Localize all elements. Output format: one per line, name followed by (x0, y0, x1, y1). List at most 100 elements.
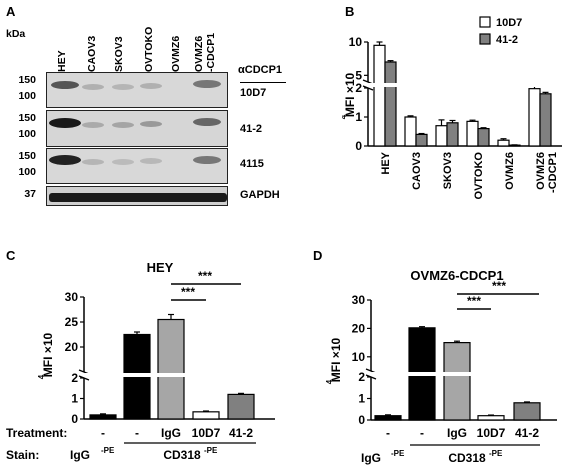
panel-d-letter: D (313, 248, 323, 263)
chart-c-y-axis-label-exponent: 4 (37, 374, 46, 379)
chart-d-tick-2: 2 (358, 370, 365, 384)
chart-b-bar (373, 44, 386, 147)
chart-c-stain-igg: IgG (70, 448, 90, 462)
panel-b-letter: B (345, 4, 355, 19)
chart-b-legend-swatch (479, 16, 491, 28)
header-underline (240, 82, 286, 83)
chart-d-treatment-label: - (386, 426, 390, 440)
chart-b-bar (477, 128, 490, 147)
chart-d-bar (374, 415, 402, 421)
blot-10d7 (46, 72, 228, 108)
blot-41-2 (46, 110, 228, 147)
chart-b-bar (466, 120, 479, 147)
blot-gapdh (46, 186, 228, 206)
lane-label-ovtoko: OVTOKO (143, 26, 155, 72)
lane-label-caov3: CAOV3 (86, 35, 98, 72)
chart-c-treatment-label: 41-2 (229, 426, 253, 440)
blot-label-41-2: 41-2 (240, 123, 263, 135)
chart-d-treatment-label: 41-2 (515, 426, 539, 440)
chart-c-treatment-label: - (101, 426, 105, 440)
chart-d-tick-10: 10 (352, 350, 366, 364)
chart-d-break-band (372, 372, 547, 376)
chart-b-bar (528, 88, 541, 147)
lane-label-ovmz6-cdcp1: OVMZ6 -CDCP1 (193, 32, 217, 72)
chart-d-significance-stars: *** (467, 294, 481, 308)
blot-4115 (46, 148, 228, 184)
chart-d-treatment-label: IgG (447, 426, 467, 440)
chart-d-treatment-label: 10D7 (477, 426, 506, 440)
mw-150: 150 (18, 150, 36, 162)
chart-b-tick-2: 2 (355, 81, 362, 95)
mw-100: 100 (18, 90, 36, 102)
chart-c-bar (192, 411, 220, 420)
chart-b-legend-label: 41-2 (496, 34, 518, 46)
chart-d-title: OVMZ6-CDCP1 (410, 268, 503, 283)
blot-41-2-bands (49, 118, 221, 128)
chart-b-y-axis-label: MFI ×10 (343, 73, 357, 118)
chart-d-significance-stars: *** (492, 279, 506, 293)
chart-b-tick-10: 10 (349, 35, 363, 49)
chart-d-bar (477, 415, 505, 421)
chart-c-tick-2: 2 (71, 371, 78, 385)
chart-d-y-axis-label: MFI ×10 (329, 338, 343, 383)
blot-10d7-bands (51, 80, 221, 90)
chart-b-x-tick-label: OVTOKO (473, 152, 485, 200)
chart-d-tick-30: 30 (352, 293, 366, 307)
chart-b-y-axis-label-exponent: 4 (342, 114, 348, 119)
chart-d-tick-0: 0 (358, 413, 365, 427)
chart-d-y-axis-label-exponent: 4 (325, 379, 334, 384)
mw-150: 150 (18, 112, 36, 124)
chart-c-tick-20: 20 (65, 340, 79, 354)
blot-4115-bands (49, 155, 221, 165)
blot-label-gapdh: GAPDH (240, 189, 280, 201)
chart-c-tick-25: 25 (65, 315, 79, 329)
chart-d-tick-20: 20 (352, 321, 366, 335)
blot-label-4115: 4115 (240, 158, 264, 170)
mw-100: 100 (18, 128, 36, 140)
chart-c-title: HEY (147, 260, 174, 275)
chart-b: 0 1 25 10 MFI ×104 HEY CAOV3 SKOV3 OVTOKO OVMZ6 OV… (342, 16, 564, 200)
chart-c-stain-heading: Stain: (6, 448, 39, 462)
chart-c-bar (227, 393, 255, 420)
chart-c-break-band (85, 373, 275, 377)
panel-c-letter: C (6, 248, 16, 263)
mw-37: 37 (24, 188, 36, 200)
lane-label-hey: HEY (56, 50, 68, 72)
chart-b-tick-5: 5 (355, 68, 362, 82)
chart-c-significance-stars: *** (181, 285, 195, 299)
chart-b-bar (446, 122, 459, 147)
chart-b-legend-swatch (479, 33, 491, 45)
chart-c-treatment-label: 10D7 (192, 426, 221, 440)
chart-c-treatment-label: IgG (161, 426, 181, 440)
chart-b-x-tick-label: CAOV3 (411, 152, 423, 190)
chart-c-tick-0: 0 (71, 412, 78, 426)
chart-b-x-tick-label: OVMZ6 (504, 152, 516, 190)
lane-label-skov3: SKOV3 (113, 36, 125, 72)
lane-label-ovmz6: OVMZ6 (170, 35, 182, 72)
chart-b-bar (415, 133, 428, 147)
chart-b-legend-label: 10D7 (496, 17, 522, 29)
chart-b-bar (497, 139, 510, 147)
chart-b-x-tick-label: -CDCP1 (547, 152, 559, 193)
chart-c-y-axis-label: MFI ×10 (41, 333, 55, 378)
chart-d-treatment-label: - (420, 426, 424, 440)
chart-b-break-band (369, 83, 564, 87)
chart-b-tick-0: 0 (355, 139, 362, 153)
chart-c-stain-cd318: CD318 (163, 448, 201, 462)
chart-c-stain-igg-sup: -PE (101, 446, 115, 455)
chart-b-x-tick-label: SKOV3 (442, 152, 454, 189)
chart-c-tick-1: 1 (71, 392, 78, 406)
chart-d-stain-cd318-sup: -PE (489, 449, 503, 458)
antibody-header: αCDCP1 (238, 64, 283, 76)
chart-b-x-tick-label: OVMZ6 (535, 152, 547, 190)
chart-d-tick-1: 1 (358, 392, 365, 406)
chart-b-bar (404, 116, 417, 147)
chart-b-bar (435, 125, 448, 147)
chart-b-tick-1: 1 (355, 110, 362, 124)
chart-b-bar (384, 61, 397, 147)
chart-b-bar (539, 93, 552, 147)
chart-d-stain-igg: IgG (361, 451, 381, 465)
kda-label: kDa (6, 28, 26, 40)
